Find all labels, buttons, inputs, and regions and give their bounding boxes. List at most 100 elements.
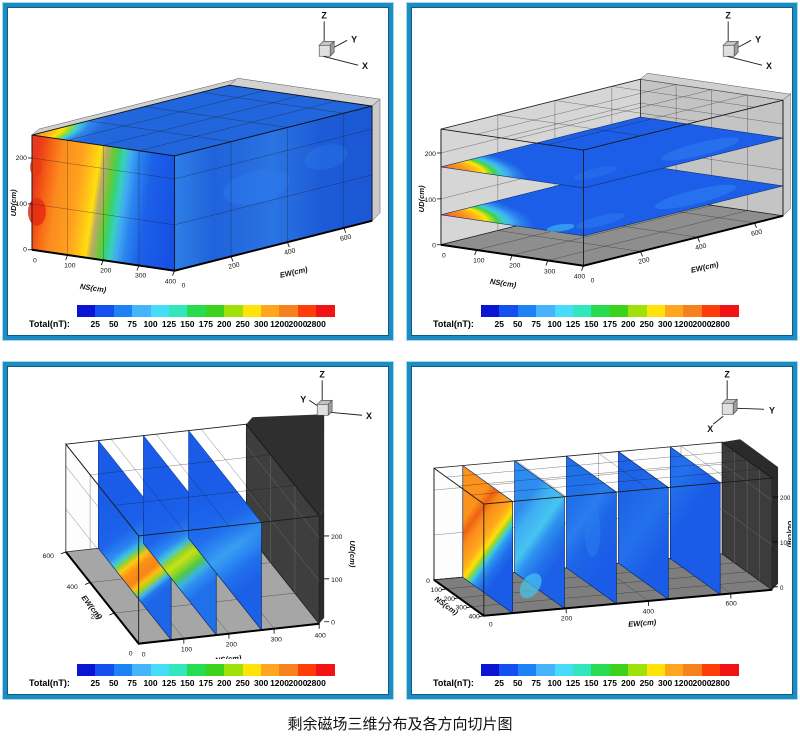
colorbar-title: Total(nT): — [29, 678, 70, 688]
colorbar-scale — [480, 305, 739, 317]
x-axis-icon: X — [366, 411, 372, 421]
plot-3d-horizontal-slices: 0 100 200 UD(cm) 0 100 200 300 400 NS(cm… — [417, 10, 791, 290]
colorbar-ticks: 25 50 75 100 125 150 175 200 250 300 1200 2000 2800 — [90, 678, 326, 688]
tick-label: 200 — [331, 534, 343, 541]
figure-caption: 剩余磁场三维分布及各方向切片图 — [287, 716, 513, 733]
tick-label: 600 — [43, 553, 55, 560]
tick-label: 0 — [432, 243, 436, 250]
tick-label: 200 — [444, 596, 456, 603]
ud-axis-label: UD(cm) — [786, 520, 791, 547]
axis-triad: Z Y X — [318, 10, 368, 71]
z-axis-icon: Z — [725, 10, 731, 20]
tick-label: 600 — [339, 234, 352, 243]
x-axis-icon: X — [707, 424, 713, 434]
z-axis-icon: Z — [724, 369, 730, 379]
tick-label: 0 — [129, 651, 133, 658]
tick-label: 300 — [135, 273, 147, 280]
tick-label: 100 — [473, 258, 485, 265]
tick-label: 200 — [638, 257, 651, 266]
ew-axis-label: EW(cm) — [279, 265, 309, 280]
colorbar: Total(nT): 25 50 75 100 125 150 175 200 250 300 12… — [7, 300, 389, 330]
box-wireframe — [433, 441, 773, 616]
ew-axis-label: EW(cm) — [628, 617, 657, 628]
tick-label: 100 — [181, 647, 193, 654]
tick-label: 0 — [591, 278, 595, 285]
ns-axis-label: NS(cm) — [79, 282, 107, 295]
axes: 0 0 100 200 300 400 NS(cm) 200 400 600 E… — [43, 534, 358, 659]
axis-triad: Z Y X — [722, 10, 772, 71]
tick-label: 400 — [315, 633, 327, 640]
colorbar-title: Total(nT): — [433, 319, 474, 329]
y-axis-icon: Y — [755, 34, 761, 44]
tick-label: 100 — [331, 577, 343, 584]
tick-label: 0 — [426, 578, 430, 585]
tick-label: 0 — [442, 253, 446, 260]
tick-label: 200 — [100, 268, 112, 275]
colorbar: Total(nT): 25 50 75 100 125 150 175 200 250 300 12… — [7, 659, 389, 689]
tick-label: 300 — [271, 637, 283, 644]
ud-axis-label: UD(cm) — [9, 189, 18, 216]
y-axis-icon: Y — [769, 405, 775, 415]
z-axis-icon: Z — [319, 369, 325, 379]
tick-label: 300 — [544, 269, 556, 276]
axes: 0 100 200 300 400 NS(cm) 0 200 400 600 E… — [426, 495, 791, 629]
tick-label: 200 — [228, 262, 241, 271]
panel-ns-slices: 0 0 100 200 300 400 NS(cm) 200 400 600 E… — [3, 362, 393, 699]
ns-axis-label: NS(cm) — [214, 653, 242, 659]
tick-label: 400 — [574, 274, 586, 281]
plot-3d-ns-normal-slices: 0 0 100 200 300 400 NS(cm) 200 400 600 E… — [43, 369, 372, 659]
tick-label: 400 — [284, 248, 297, 257]
tick-label: 300 — [456, 605, 468, 612]
colorbar-title: Total(nT): — [29, 319, 70, 329]
contour-slices — [98, 429, 262, 642]
shield-wall-slabs — [31, 77, 381, 222]
ew-axis-label: EW(cm) — [690, 260, 720, 275]
tick-label: 200 — [16, 155, 28, 162]
panel-3d-distribution: 0 100 200 UD(cm) 0 100 200 300 400 NS(cm… — [3, 3, 393, 340]
tick-label: 100 — [431, 587, 443, 594]
axes: 0 100 200 UD(cm) 0 100 200 300 400 NS(cm… — [9, 135, 373, 295]
contour-slice-upper — [440, 116, 784, 189]
panel-ud-slices: 0 100 200 UD(cm) 0 100 200 300 400 NS(cm… — [407, 3, 797, 340]
plot-3d-ew-normal-slices: 0 100 200 300 400 NS(cm) 0 200 400 600 E… — [426, 369, 791, 629]
tick-label: 200 — [561, 616, 573, 623]
tick-label: 0 — [23, 247, 27, 254]
colorbar-title: Total(nT): — [433, 678, 474, 688]
tick-label: 400 — [165, 279, 177, 286]
tick-label: 200 — [509, 263, 521, 270]
colorbar-ticks: 25 50 75 100 125 150 175 200 250 300 1200 2000 2800 — [494, 678, 730, 688]
colorbar-scale — [480, 664, 739, 676]
colorbar-scale — [76, 664, 335, 676]
tick-label: 400 — [469, 614, 481, 621]
ud-axis-label: UD(cm) — [417, 185, 426, 212]
colorbar-scale — [76, 305, 335, 317]
tick-label: 400 — [67, 584, 79, 591]
tick-label: 100 — [425, 197, 437, 204]
box-wireframe — [65, 423, 320, 644]
tick-label: 400 — [643, 609, 655, 616]
colorbar: Total(nT): 25 50 75 100 125 150 175 200 250 300 12… — [411, 659, 793, 689]
tick-label: 200 — [780, 495, 791, 502]
tick-label: 200 — [90, 614, 102, 621]
tick-label: 0 — [182, 283, 186, 290]
panel-ew-slices: 0 100 200 300 400 NS(cm) 0 200 400 600 E… — [407, 362, 797, 699]
x-axis-icon: X — [766, 61, 772, 71]
tick-label: 100 — [64, 263, 76, 270]
tick-label: 0 — [33, 258, 37, 265]
tick-label: 0 — [489, 622, 493, 629]
ns-axis-label: NS(cm) — [489, 277, 517, 290]
colorbar-ticks: 25 50 75 100 125 150 175 200 250 300 1200 2000 2800 — [494, 319, 730, 329]
tick-label: 600 — [750, 229, 763, 238]
tick-label: 100 — [780, 540, 791, 547]
box-grid-lines — [31, 90, 373, 266]
tick-label: 400 — [695, 243, 708, 252]
box-faces — [27, 84, 373, 272]
y-axis-icon: Y — [351, 34, 357, 44]
tick-label: 0 — [142, 652, 146, 659]
y-axis-icon: Y — [300, 394, 306, 404]
box-wireframe — [440, 84, 784, 266]
plot-3d-box-surfaces: 0 100 200 UD(cm) 0 100 200 300 400 NS(cm… — [9, 10, 381, 295]
tick-label: 0 — [331, 620, 335, 627]
ud-axis-label: UD(cm) — [348, 540, 357, 567]
colorbar: Total(nT): 25 50 75 100 125 150 175 200 250 300 12… — [411, 300, 793, 330]
